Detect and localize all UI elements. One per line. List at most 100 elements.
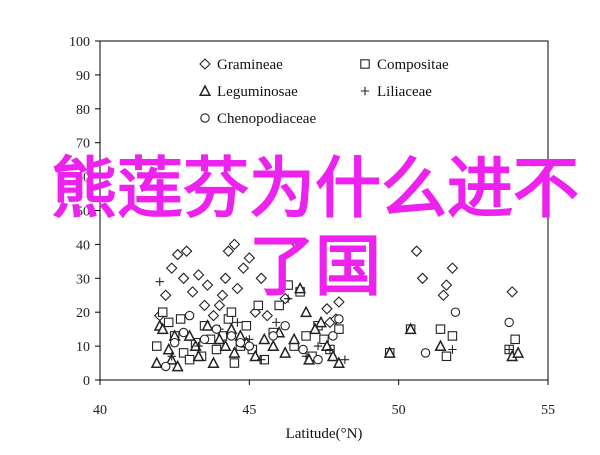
data-point-leguminosae — [162, 342, 175, 355]
data-point-gramineae — [243, 252, 256, 264]
data-point-liliaceae — [340, 355, 350, 364]
y-tick-label: 60 — [76, 171, 90, 186]
data-point-liliaceae — [194, 341, 203, 351]
data-point-compositae — [184, 354, 195, 365]
data-point-gramineae — [333, 296, 345, 308]
data-point-gramineae — [506, 286, 518, 298]
data-point-compositae — [447, 331, 458, 341]
data-point-leguminosae — [228, 346, 241, 358]
data-point-chenopodiaceae — [504, 317, 514, 328]
data-point-gramineae — [171, 248, 184, 261]
data-point-gramineae — [410, 245, 423, 257]
axes: 0 10 20 30 40 50 60 70 80 90 100 40 45 50 55 — [69, 35, 555, 418]
data-point-chenopodiaceae — [328, 331, 338, 341]
data-point-leguminosae — [171, 359, 184, 372]
data-point-compositae — [241, 321, 252, 331]
data-point-chenopodiaceae — [280, 321, 290, 331]
data-point-compositae — [229, 358, 240, 368]
data-point-leguminosae — [249, 349, 262, 362]
legend-marker-gramineae — [199, 58, 211, 70]
data-point-gramineae — [198, 299, 211, 312]
data-point-gramineae — [255, 272, 268, 285]
data-point-gramineae — [416, 272, 429, 285]
data-point-chenopodiaceae — [313, 354, 323, 365]
data-point-gramineae — [219, 272, 232, 285]
data-point-compositae — [441, 351, 452, 362]
data-point-gramineae — [216, 289, 229, 302]
legend-label-chenopodiaceae: Chenopodiaceae — [217, 111, 316, 127]
y-tick-label: 80 — [76, 103, 90, 118]
data-point-liliaceae — [167, 352, 176, 361]
data-point-liliaceae — [301, 352, 311, 361]
data-point-leguminosae — [192, 349, 205, 362]
x-tick-label: 55 — [541, 403, 555, 418]
data-point-chenopodiaceae — [334, 314, 344, 324]
data-point-gramineae — [159, 289, 172, 302]
data-point-liliaceae — [313, 341, 323, 351]
plot-area — [99, 40, 549, 381]
data-point-compositae — [274, 300, 284, 311]
data-point-gramineae — [291, 238, 303, 251]
data-point-gramineae — [165, 262, 178, 274]
data-point-chenopodiaceae — [420, 348, 431, 358]
data-point-compositae — [334, 324, 344, 334]
data-point-chenopodiaceae — [178, 327, 189, 338]
legend-marker-compositae — [360, 59, 370, 69]
data-point-compositae — [283, 280, 293, 290]
data-point-gramineae — [440, 279, 453, 291]
data-point-chenopodiaceae — [244, 341, 255, 351]
data-point-liliaceae — [272, 318, 281, 327]
data-point-gramineae — [213, 299, 226, 312]
data-point-compositae — [226, 307, 237, 317]
y-tick-label: 50 — [76, 205, 90, 220]
data-point-leguminosae — [314, 315, 328, 328]
data-point-gramineae — [321, 303, 333, 315]
data-point-leguminosae — [300, 305, 313, 318]
data-point-leguminosae — [512, 346, 525, 358]
data-point-chenopodiaceae — [211, 324, 222, 334]
legend-marker-liliaceae — [360, 86, 370, 96]
y-tick-label: 40 — [76, 238, 90, 253]
data-point-chenopodiaceae — [184, 310, 195, 321]
data-point-leguminosae — [326, 349, 339, 362]
legend: Gramineae Compositae Leguminosae Liliaceae C… — [198, 57, 449, 127]
data-point-leguminosae — [320, 339, 334, 352]
data-point-gramineae — [437, 289, 450, 302]
data-point-gramineae — [237, 262, 250, 274]
data-point-liliaceae — [233, 318, 242, 327]
data-point-gramineae — [228, 238, 241, 251]
data-point-compositae — [178, 348, 189, 358]
data-point-liliaceae — [448, 345, 457, 354]
data-point-compositae — [211, 344, 222, 355]
data-point-gramineae — [192, 269, 205, 281]
data-point-compositae — [163, 317, 174, 328]
data-point-chenopodiaceae — [450, 307, 461, 317]
data-point-leguminosae — [404, 322, 417, 335]
data-point-compositae — [510, 334, 520, 345]
data-point-gramineae — [180, 245, 193, 257]
data-point-chenopodiaceae — [298, 344, 308, 355]
data-point-leguminosae — [332, 356, 345, 368]
x-tick-label: 40 — [93, 403, 107, 418]
y-tick-label: 70 — [76, 137, 90, 152]
data-point-gramineae — [231, 282, 244, 295]
y-tick-label: 90 — [76, 69, 90, 84]
data-point-compositae — [435, 324, 446, 334]
data-point-leguminosae — [201, 319, 214, 331]
legend-marker-chenopodiaceae — [200, 113, 210, 123]
legend-label-liliaceae: Liliaceae — [377, 84, 432, 100]
data-point-chenopodiaceae — [235, 337, 246, 348]
data-point-compositae — [319, 334, 329, 345]
data-point-compositae — [157, 307, 168, 317]
y-tick-label: 100 — [69, 35, 90, 50]
legend-label-gramineae: Gramineae — [217, 57, 283, 73]
data-point-liliaceae — [155, 277, 164, 286]
data-point-chenopodiaceae — [226, 331, 237, 341]
data-point-gramineae — [261, 309, 274, 322]
data-point-leguminosae — [267, 339, 280, 352]
data-point-chenopodiaceae — [160, 361, 171, 372]
data-point-leguminosae — [434, 339, 447, 352]
data-point-compositae — [175, 314, 186, 324]
data-point-gramineae — [201, 279, 214, 291]
data-point-leguminosae — [294, 281, 307, 294]
